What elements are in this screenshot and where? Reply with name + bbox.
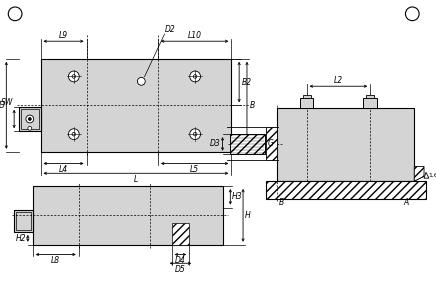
Text: G: G (268, 139, 273, 148)
Bar (363, 98, 377, 108)
Circle shape (28, 118, 31, 120)
Polygon shape (414, 166, 424, 181)
Text: B: B (250, 101, 255, 110)
Text: SW: SW (1, 98, 14, 107)
Circle shape (28, 126, 32, 130)
Text: D4: D4 (175, 256, 186, 265)
Text: L: L (134, 175, 138, 184)
Bar (300, 98, 313, 108)
Polygon shape (266, 127, 277, 160)
Text: D5: D5 (175, 265, 186, 274)
Text: H: H (245, 211, 251, 220)
Text: D: D (0, 101, 4, 110)
Text: H3: H3 (232, 192, 242, 201)
Text: 1: 1 (410, 9, 415, 18)
Bar (16, 212, 31, 230)
Text: C: C (12, 9, 18, 18)
Text: D2: D2 (165, 25, 176, 34)
Bar (266, 181, 426, 199)
Circle shape (190, 129, 201, 140)
Text: L5: L5 (190, 165, 199, 174)
Text: L4: L4 (59, 165, 68, 174)
Circle shape (68, 129, 79, 140)
Circle shape (26, 115, 34, 123)
Circle shape (405, 7, 419, 21)
Text: 1,6: 1,6 (428, 173, 436, 178)
Bar (21, 109, 39, 129)
Circle shape (190, 71, 201, 82)
Text: L2: L2 (334, 76, 343, 85)
Bar (303, 95, 310, 98)
Text: L8: L8 (51, 256, 60, 265)
Text: A: A (404, 198, 409, 207)
Text: B: B (279, 198, 284, 207)
Bar (19, 107, 41, 131)
Bar (277, 108, 414, 181)
Bar (366, 95, 374, 98)
Bar (14, 210, 33, 232)
Bar (230, 134, 265, 154)
Text: B2: B2 (242, 78, 252, 87)
Polygon shape (172, 223, 189, 245)
Text: L10: L10 (187, 31, 201, 40)
Bar (41, 59, 232, 152)
Text: H2: H2 (16, 234, 26, 243)
Circle shape (68, 71, 79, 82)
Text: L9: L9 (59, 31, 68, 40)
Text: D3: D3 (210, 139, 221, 148)
Circle shape (137, 78, 145, 85)
Polygon shape (424, 172, 429, 178)
Bar (33, 186, 224, 245)
Circle shape (8, 7, 22, 21)
